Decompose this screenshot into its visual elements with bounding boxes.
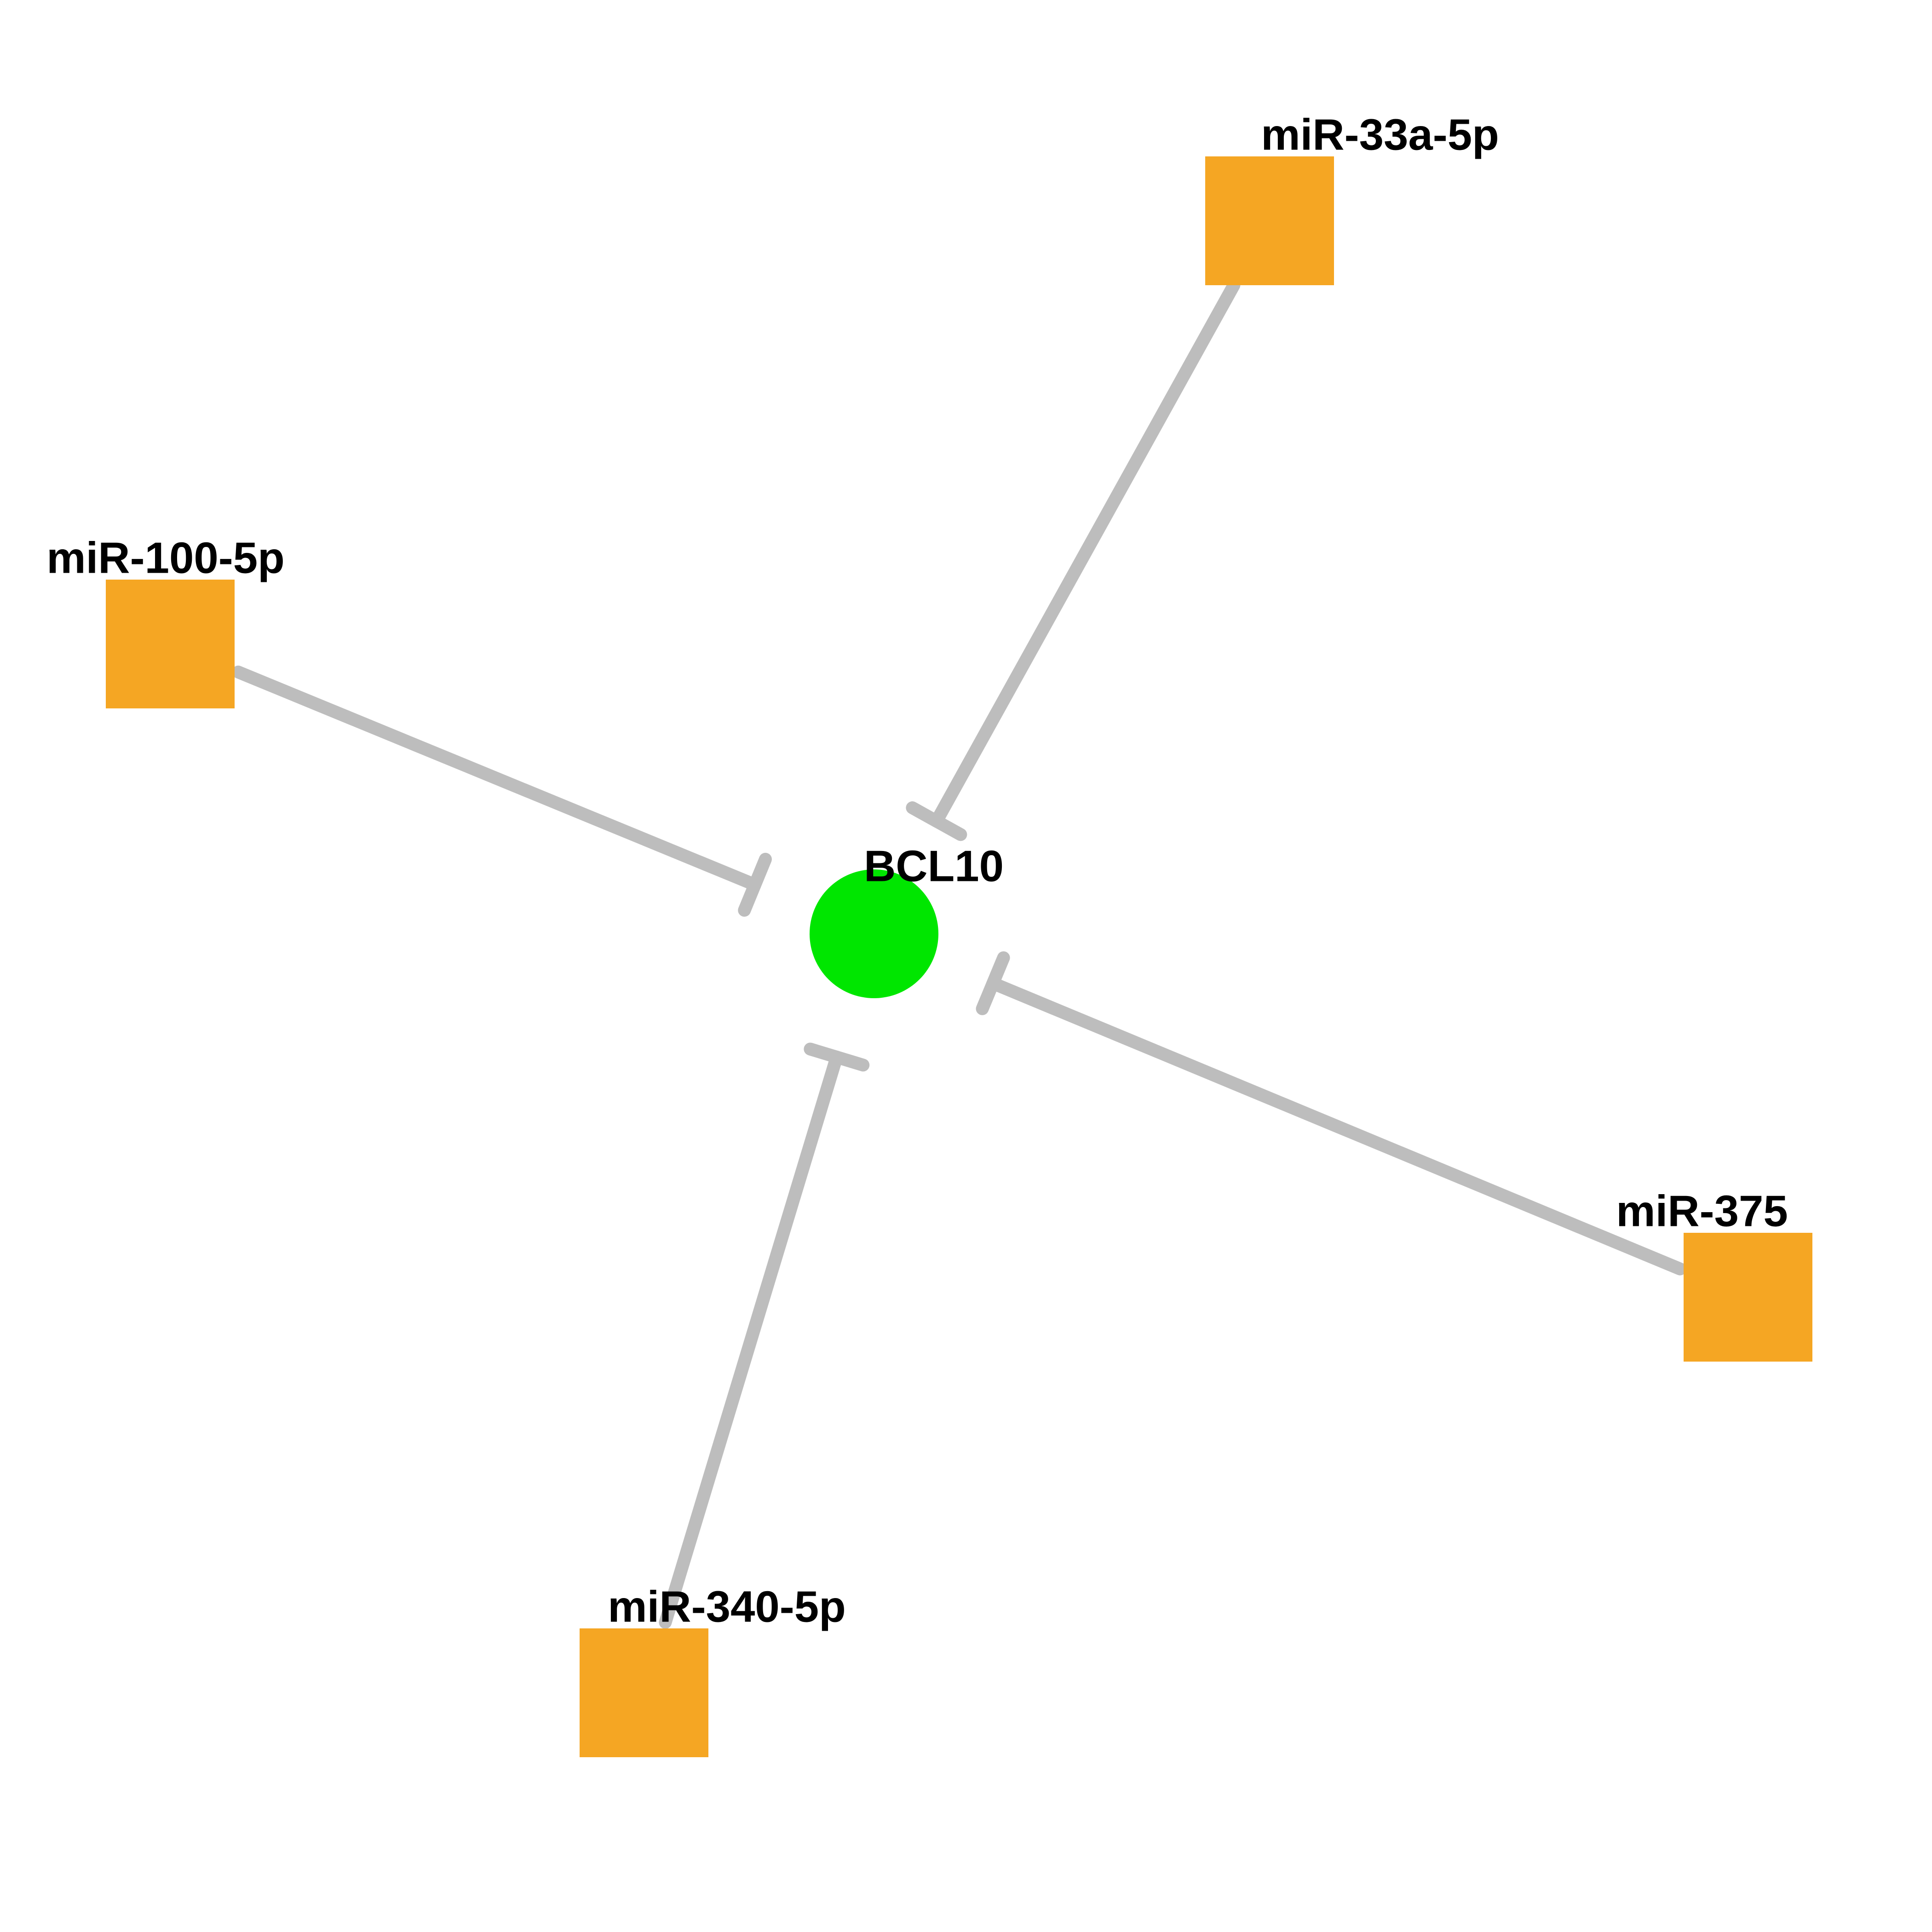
mirna-node[interactable] bbox=[1684, 1233, 1812, 1362]
network-diagram: miR-33a-5p miR-100-5p miR-375 miR-340-5p BCL… bbox=[0, 0, 1932, 1932]
mirna-node[interactable] bbox=[106, 580, 235, 708]
mirna-node[interactable] bbox=[580, 1628, 708, 1757]
mirna-node[interactable] bbox=[1205, 156, 1334, 285]
mirna-node-label: miR-340-5p bbox=[608, 1582, 846, 1631]
mirna-node-label: miR-33a-5p bbox=[1261, 110, 1499, 159]
mirna-node-label: miR-375 bbox=[1616, 1186, 1788, 1236]
mirna-node-label: miR-100-5p bbox=[46, 533, 285, 582]
gene-node-label: BCL10 bbox=[864, 841, 1004, 891]
diagram-background bbox=[0, 0, 1932, 1932]
